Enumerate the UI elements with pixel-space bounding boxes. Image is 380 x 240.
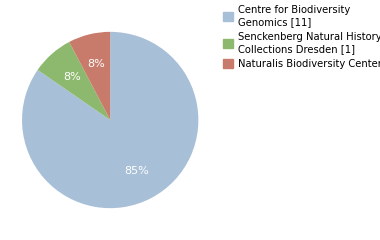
Wedge shape: [22, 32, 198, 208]
Text: 8%: 8%: [88, 59, 105, 69]
Wedge shape: [38, 42, 110, 120]
Text: 85%: 85%: [125, 166, 149, 176]
Legend: Centre for Biodiversity
Genomics [11], Senckenberg Natural History
Collections D: Centre for Biodiversity Genomics [11], S…: [223, 5, 380, 69]
Text: 8%: 8%: [63, 72, 81, 82]
Wedge shape: [69, 32, 110, 120]
